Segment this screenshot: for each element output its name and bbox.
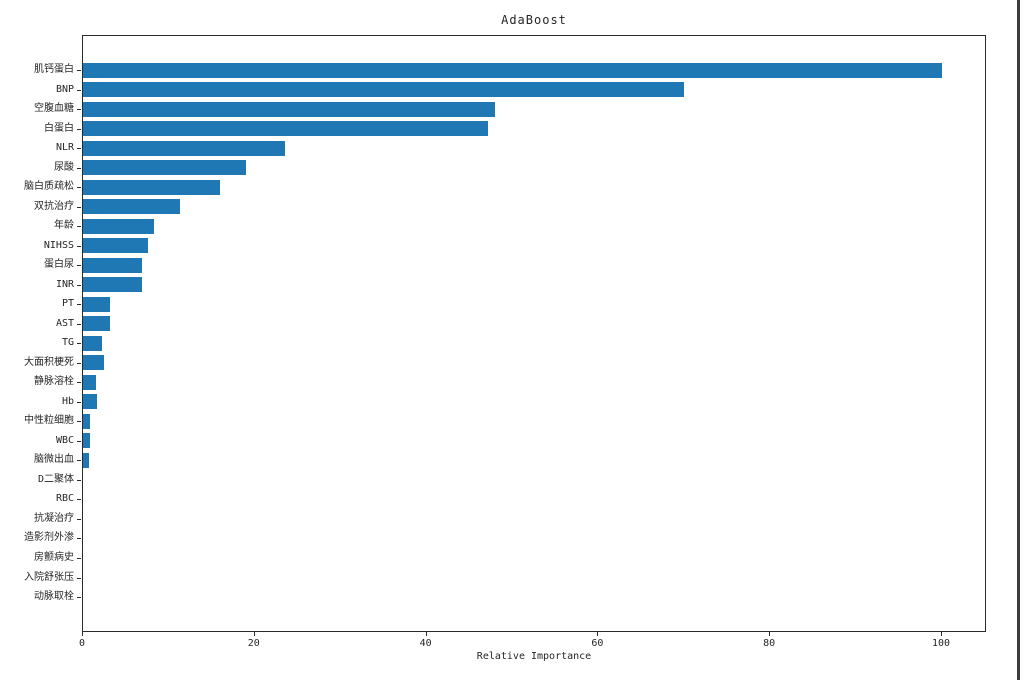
y-tick-mark: [77, 323, 81, 325]
x-tick-label: 100: [931, 638, 951, 649]
y-tick-mark: [77, 167, 81, 169]
window-right-edge: [1017, 0, 1020, 680]
x-tick-mark: [425, 632, 427, 636]
bar: [83, 374, 96, 390]
y-tick-mark: [77, 382, 81, 384]
y-tick-mark: [77, 304, 81, 306]
y-tick-mark: [77, 89, 81, 91]
y-tick-label: 肌钙蛋白: [34, 64, 74, 75]
y-tick-label: 中性粒细胞: [24, 415, 74, 427]
x-tick-mark: [82, 632, 83, 636]
y-tick-label: 抗凝治疗: [34, 512, 74, 524]
y-tick-mark: [77, 440, 81, 442]
y-tick-label: PT: [61, 298, 74, 310]
x-tick-mark: [941, 632, 942, 636]
y-tick-mark: [77, 538, 81, 540]
y-tick-label: 造影剂外渗: [24, 532, 74, 544]
y-tick-mark: [77, 518, 81, 520]
y-tick-label: 静脉溶栓: [34, 376, 74, 388]
x-tick-label: 60: [591, 638, 604, 649]
y-tick-mark: [77, 226, 81, 228]
y-tick-label: TG: [61, 337, 74, 349]
x-tick-label: 40: [419, 638, 432, 649]
bar: [83, 394, 97, 410]
bar: [83, 140, 285, 156]
y-tick-label: NIHSS: [43, 239, 74, 251]
bar: [83, 238, 149, 254]
y-tick-mark: [77, 128, 81, 130]
y-tick-mark: [77, 187, 81, 189]
y-tick-mark: [77, 148, 81, 150]
y-tick-mark: [77, 245, 81, 247]
plot-area: [82, 35, 986, 632]
x-tick-mark: [597, 632, 599, 636]
y-tick-label: Hb: [61, 395, 74, 407]
bar: [83, 355, 104, 371]
bar: [83, 296, 110, 312]
x-tick-label: 80: [763, 638, 776, 649]
x-tick-mark: [253, 632, 255, 636]
x-tick-label: 20: [247, 638, 260, 649]
y-tick-mark: [77, 460, 81, 462]
y-tick-mark: [77, 265, 81, 267]
y-tick-label: 大面积梗死: [24, 356, 74, 368]
y-tick-label: AST: [55, 317, 74, 329]
y-tick-label: BNP: [55, 83, 74, 95]
y-tick-label: 脑白质疏松: [24, 181, 74, 193]
bar: [83, 218, 155, 234]
y-tick-label: 双抗治疗: [34, 200, 74, 212]
y-tick-mark: [77, 206, 81, 208]
bar: [83, 101, 496, 117]
bar: [83, 257, 143, 273]
y-tick-mark: [77, 343, 81, 345]
y-tick-label: 尿酸: [54, 161, 74, 173]
y-tick-label: 动脉取栓: [34, 591, 74, 602]
y-tick-mark: [77, 499, 81, 501]
y-tick-mark: [77, 577, 81, 579]
bar: [83, 277, 143, 293]
bar: [83, 82, 685, 97]
x-tick-label: 0: [78, 638, 86, 649]
y-tick-label: 房颤病史: [34, 552, 74, 563]
x-tick-mark: [769, 632, 771, 636]
y-tick-label: 年龄: [54, 220, 74, 232]
y-tick-label: 入院舒张压: [24, 571, 74, 583]
y-tick-label: 空腹血糖: [34, 103, 74, 114]
y-tick-label: WBC: [55, 434, 74, 446]
y-tick-mark: [77, 70, 81, 71]
y-tick-mark: [77, 558, 81, 559]
bar: [83, 433, 90, 449]
bar: [83, 160, 247, 176]
bar: [83, 335, 102, 351]
y-tick-mark: [77, 479, 81, 481]
y-tick-label: 蛋白尿: [44, 259, 74, 271]
bar: [83, 199, 181, 215]
y-tick-mark: [77, 401, 81, 403]
y-tick-label: D二聚体: [37, 473, 74, 485]
y-tick-label: 脑微出血: [34, 454, 74, 466]
bar: [83, 452, 90, 468]
bar: [83, 179, 221, 195]
bar: [83, 62, 943, 78]
bar: [83, 413, 90, 429]
bar: [83, 121, 489, 137]
y-tick-mark: [77, 284, 81, 286]
y-tick-mark: [77, 109, 81, 110]
y-tick-mark: [77, 597, 81, 598]
y-tick-mark: [77, 421, 81, 423]
y-tick-mark: [77, 362, 81, 364]
y-tick-label: NLR: [55, 142, 74, 154]
y-tick-label: INR: [55, 278, 74, 290]
y-tick-label: 白蛋白: [44, 122, 74, 134]
bar: [83, 316, 111, 332]
x-axis-label: Relative Importance: [476, 651, 592, 662]
y-tick-label: RBC: [55, 493, 74, 505]
chart-title: AdaBoost: [501, 13, 567, 27]
